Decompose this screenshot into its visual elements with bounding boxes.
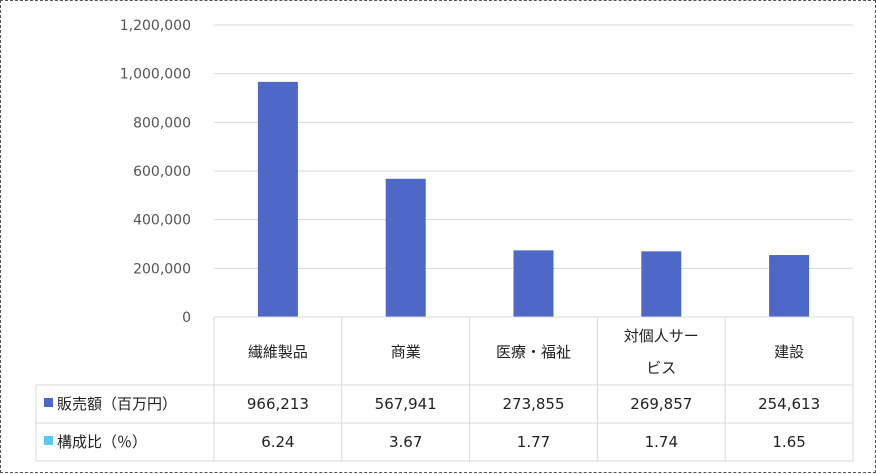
- data-label: 1.77: [517, 433, 550, 451]
- legend-key: [44, 398, 53, 407]
- data-label: 567,941: [375, 395, 437, 413]
- series-name: 構成比（％）: [57, 433, 147, 451]
- category-label: ビス: [646, 359, 676, 377]
- data-label: 273,855: [502, 395, 564, 413]
- bar: [385, 178, 426, 317]
- bar: [641, 251, 682, 317]
- y-tick-label: 1,200,000: [120, 18, 191, 34]
- category-label: 商業: [391, 343, 421, 361]
- data-label: 966,213: [247, 395, 309, 413]
- y-tick-label: 0: [182, 310, 191, 326]
- category-label: 医療・福祉: [496, 343, 571, 361]
- data-label: 6.24: [261, 433, 294, 451]
- data-label: 269,857: [630, 395, 692, 413]
- y-tick-label: 400,000: [133, 213, 191, 229]
- category-label: 建設: [774, 343, 804, 361]
- data-label: 3.67: [389, 433, 422, 451]
- legend-key: [44, 436, 53, 445]
- data-label: 1.74: [645, 433, 678, 451]
- bar: [513, 250, 554, 317]
- series-name: 販売額（百万円）: [57, 395, 177, 413]
- bar: [257, 81, 298, 317]
- data-label: 1.65: [772, 433, 805, 451]
- y-tick-label: 200,000: [133, 261, 191, 277]
- y-tick-label: 1,000,000: [120, 67, 191, 83]
- category-label: 繊維製品: [248, 343, 308, 361]
- y-tick-label: 600,000: [133, 164, 191, 180]
- y-tick-label: 800,000: [133, 115, 191, 131]
- category-label: 対個人サー: [624, 327, 699, 345]
- bar: [769, 255, 810, 317]
- data-label: 254,613: [758, 395, 820, 413]
